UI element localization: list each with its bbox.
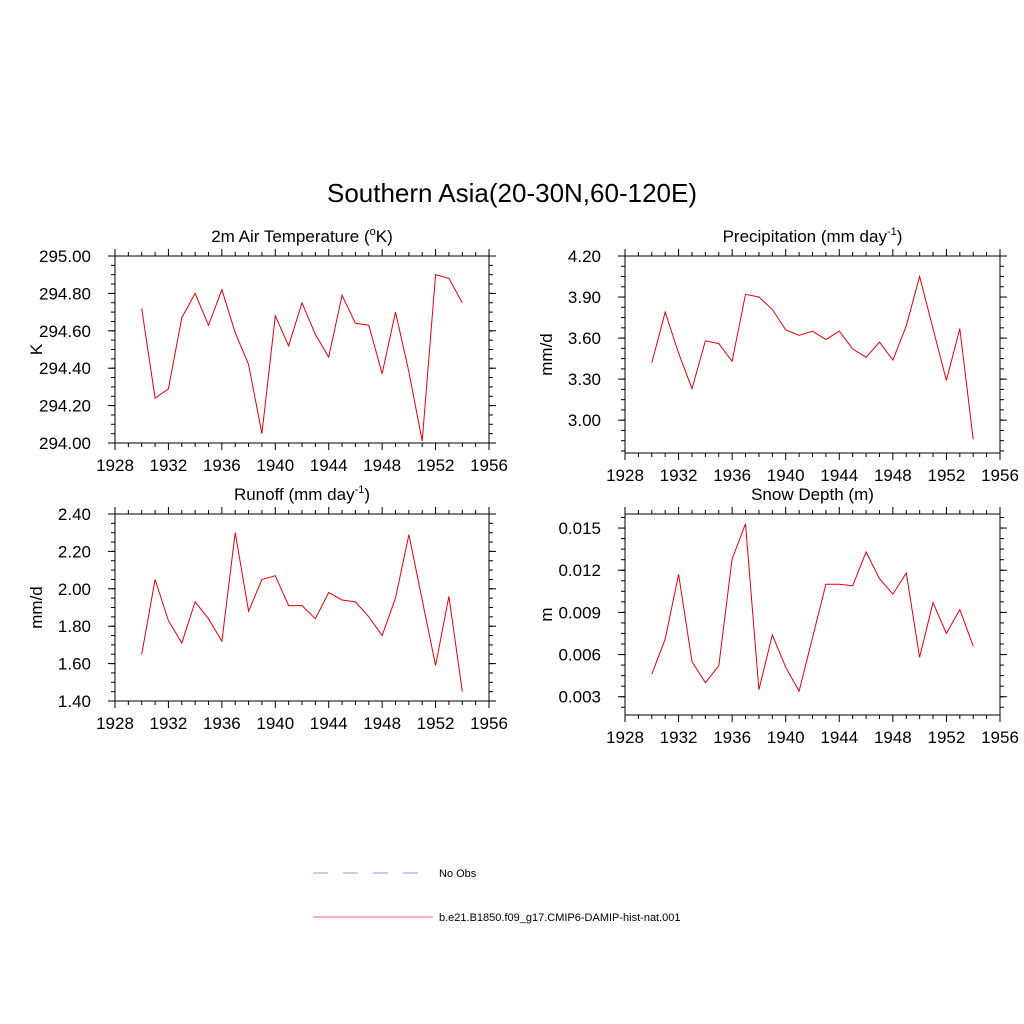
y-tick-label: 1.80 xyxy=(58,617,91,636)
x-tick-label: 1940 xyxy=(256,456,294,475)
y-axis-label: mm/d xyxy=(27,586,46,629)
y-tick-label: 3.30 xyxy=(568,370,601,389)
x-tick-label: 1940 xyxy=(767,466,805,485)
y-axis-label: m xyxy=(537,607,556,621)
series-line xyxy=(141,532,463,692)
x-tick-label: 1956 xyxy=(981,466,1019,485)
y-tick-label: 294.20 xyxy=(39,397,91,416)
x-tick-label: 1936 xyxy=(713,466,751,485)
y-tick-label: 0.009 xyxy=(558,603,601,622)
x-tick-label: 1944 xyxy=(310,714,348,733)
y-tick-label: 2.40 xyxy=(58,505,91,524)
x-tick-label: 1948 xyxy=(874,466,912,485)
x-tick-label: 1932 xyxy=(150,456,188,475)
y-axis-label: K xyxy=(27,343,46,355)
y-tick-label: 4.20 xyxy=(568,247,601,266)
x-tick-label: 1944 xyxy=(310,456,348,475)
y-tick-label: 0.015 xyxy=(558,519,601,538)
x-tick-label: 1956 xyxy=(470,714,508,733)
x-tick-label: 1928 xyxy=(96,714,134,733)
x-tick-label: 1944 xyxy=(820,728,858,747)
panels: 2m Air Temperature (oK) K 1928 1932 1936 1940… xyxy=(27,226,1019,747)
x-tick-label: 1932 xyxy=(660,728,698,747)
series-line xyxy=(651,523,974,693)
x-tick-label: 1928 xyxy=(606,466,644,485)
y-tick-label: 295.00 xyxy=(39,247,91,266)
y-tick-label: 0.012 xyxy=(558,561,601,580)
panel-title: Precipitation (mm day-1) xyxy=(723,226,903,246)
y-tick-label: 0.003 xyxy=(558,688,601,707)
panel-title: 2m Air Temperature (oK) xyxy=(211,226,393,246)
x-tick-label: 1932 xyxy=(660,466,698,485)
legend-label-no-obs: No Obs xyxy=(439,868,477,880)
panel-temperature: 2m Air Temperature (oK) K 1928 1932 1936 1940… xyxy=(27,226,508,475)
x-tick-label: 1940 xyxy=(256,714,294,733)
series-line xyxy=(651,274,974,440)
y-tick-label: 1.40 xyxy=(58,692,91,711)
x-tick-label: 1948 xyxy=(363,456,401,475)
y-tick-label: 294.00 xyxy=(39,434,91,453)
plot-frame xyxy=(624,255,1001,454)
panel-precipitation: Precipitation (mm day-1) mm/d 1928 1932 1936… xyxy=(537,226,1019,485)
panel-title: Runoff (mm day-1) xyxy=(234,484,370,504)
y-tick-label: 3.90 xyxy=(568,288,601,307)
legend: No Obs b.e21.B1850.f09_g17.CMIP6-DAMIP-h… xyxy=(313,868,681,924)
series-line xyxy=(141,274,463,442)
x-tick-label: 1956 xyxy=(981,728,1019,747)
x-tick-label: 1936 xyxy=(203,714,241,733)
x-tick-label: 1936 xyxy=(713,728,751,747)
x-tick-label: 1944 xyxy=(820,466,858,485)
figure-title: Southern Asia(20-30N,60-120E) xyxy=(327,178,697,208)
x-tick-label: 1928 xyxy=(96,456,134,475)
y-tick-label: 294.80 xyxy=(39,284,91,303)
y-tick-label: 1.60 xyxy=(58,655,91,674)
y-tick-label: 2.20 xyxy=(58,542,91,561)
x-tick-label: 1932 xyxy=(150,714,188,733)
x-tick-label: 1952 xyxy=(928,466,966,485)
legend-label-model: b.e21.B1850.f09_g17.CMIP6-DAMIP-hist-nat… xyxy=(439,912,681,924)
x-tick-label: 1956 xyxy=(470,456,508,475)
panel-title: Snow Depth (m) xyxy=(751,485,874,504)
x-tick-label: 1952 xyxy=(417,714,455,733)
y-tick-label: 3.00 xyxy=(568,411,601,430)
plot-frame xyxy=(624,513,1001,716)
panel-snow-depth: Snow Depth (m) m 1928 1932 1936 1940 1944 1948 1… xyxy=(537,485,1019,747)
plot-frame xyxy=(114,255,490,444)
panel-runoff: Runoff (mm day-1) mm/d 1928 1932 1936 1940 194… xyxy=(27,484,508,733)
y-tick-label: 294.60 xyxy=(39,322,91,341)
x-tick-label: 1952 xyxy=(928,728,966,747)
y-tick-label: 2.00 xyxy=(58,580,91,599)
plot-frame xyxy=(114,513,490,702)
y-tick-label: 3.60 xyxy=(568,329,601,348)
y-axis-label: mm/d xyxy=(537,333,556,376)
x-tick-label: 1948 xyxy=(363,714,401,733)
x-tick-label: 1948 xyxy=(874,728,912,747)
y-tick-label: 0.006 xyxy=(558,646,601,665)
x-tick-label: 1936 xyxy=(203,456,241,475)
y-tick-label: 294.40 xyxy=(39,359,91,378)
x-tick-label: 1940 xyxy=(767,728,805,747)
x-tick-label: 1928 xyxy=(606,728,644,747)
x-tick-label: 1952 xyxy=(417,456,455,475)
